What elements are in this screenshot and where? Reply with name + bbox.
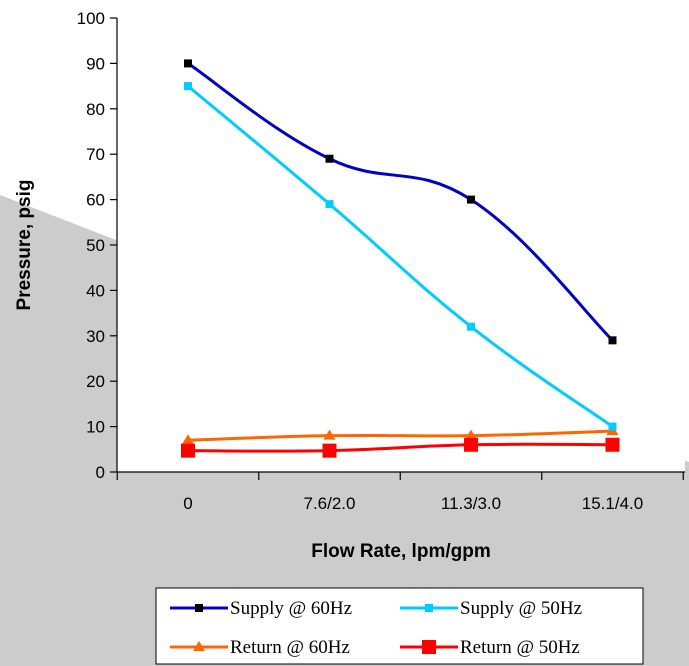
x-tick-label: 15.1/4.0 (582, 494, 643, 513)
legend-entry: Return @ 60Hz (170, 637, 350, 658)
data-point (608, 422, 617, 431)
data-point (608, 336, 617, 345)
data-point (181, 443, 195, 458)
x-ticks: 0 7.6/2.0 11.3/3.0 15.1/4.0 (116, 472, 684, 513)
series-line (187, 442, 613, 453)
plot-area (117, 18, 685, 472)
y-tick-label: 80 (86, 100, 105, 119)
data-point (464, 437, 478, 452)
legend-marker (193, 641, 205, 651)
x-axis-title: Flow Rate, lpm/gpm (311, 541, 490, 562)
legend: Supply @ 60Hz Supply @ 50Hz Return @ 60Hz R… (155, 587, 644, 665)
legend-entry: Return @ 50Hz (400, 637, 580, 658)
x-tick-label: 0 (183, 494, 192, 513)
series-line (187, 429, 613, 442)
y-tick-label: 70 (86, 145, 105, 164)
data-point (605, 437, 620, 452)
x-tick-label: 11.3/3.0 (441, 494, 501, 513)
y-tick-label: 60 (86, 191, 105, 210)
y-tick-label: 0 (96, 463, 105, 482)
data-point (467, 322, 475, 331)
series-line (187, 84, 614, 428)
series-line (187, 62, 614, 342)
y-tick-label: 10 (86, 418, 105, 437)
data-point (325, 154, 334, 163)
legend-marker (425, 604, 433, 612)
legend-entry: Supply @ 60Hz (170, 598, 352, 619)
legend-label: Supply @ 50Hz (460, 598, 582, 619)
legend-marker (195, 604, 203, 612)
data-point (184, 59, 192, 68)
data-point (182, 434, 194, 445)
series-1 (184, 82, 617, 431)
y-tick-label: 90 (86, 54, 105, 73)
y-tick-label: 30 (86, 327, 105, 346)
y-ticks: 0 10 20 30 40 50 60 70 80 90 100 (77, 9, 117, 482)
x-tick-label: 7.6/2.0 (304, 494, 356, 513)
y-tick-label: 20 (86, 372, 105, 391)
data-point (467, 195, 475, 204)
legend-label: Supply @ 60Hz (230, 598, 352, 619)
data-point (322, 443, 337, 458)
legend-entry: Supply @ 50Hz (400, 598, 582, 619)
legend-marker (422, 640, 436, 654)
data-point (465, 429, 477, 440)
y-tick-label: 40 (86, 281, 105, 300)
series-layer (181, 59, 620, 458)
series-0 (184, 59, 617, 345)
legend-label: Return @ 50Hz (460, 637, 580, 658)
data-point (184, 82, 192, 91)
series-3 (181, 437, 620, 458)
legend-label: Return @ 60Hz (230, 637, 350, 658)
y-tick-label: 100 (77, 9, 105, 28)
data-point (325, 200, 334, 209)
y-axis-title: Pressure, psig (14, 180, 35, 311)
y-tick-label: 50 (86, 236, 105, 255)
data-point (323, 429, 336, 440)
legend-box (155, 587, 644, 665)
